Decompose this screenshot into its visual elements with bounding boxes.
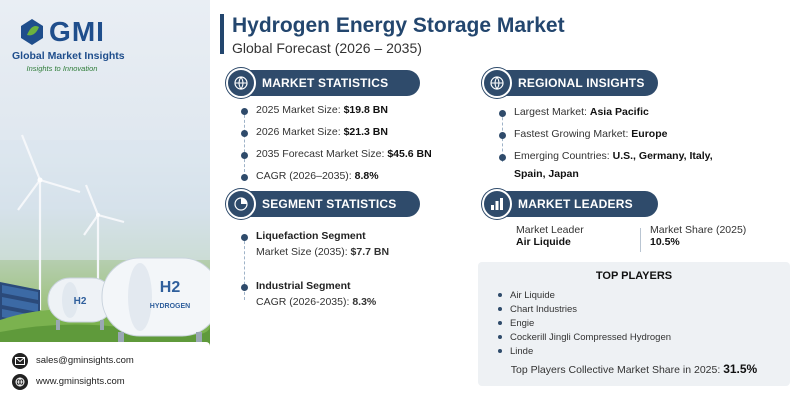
top-players-title: TOP PLAYERS	[595, 270, 673, 282]
large-hydrogen-tank	[101, 257, 210, 346]
stat-value-2035: $45.6 BN	[387, 148, 432, 160]
region-emerging-cont: Spain, Japan	[514, 168, 579, 180]
small-tank-label: H2	[74, 296, 87, 307]
brand-name: Global Market Insights	[12, 50, 125, 62]
region-largest: Largest Market: Asia Pacific	[498, 106, 788, 128]
market-statistics-list: 2025 Market Size: $19.8 BN 2026 Market S…	[240, 104, 480, 192]
stat-row-2025: 2025 Market Size: $19.8 BN	[240, 104, 480, 126]
page-title: Hydrogen Energy Storage Market	[232, 14, 565, 37]
market-statistics-heading: MARKET STATISTICS	[226, 68, 420, 98]
market-share-label: Market Share (2025)	[650, 224, 747, 236]
globe-icon	[482, 68, 512, 98]
region-fastest: Fastest Growing Market: Europe	[498, 128, 788, 150]
logo-wordmark: GMI	[49, 16, 105, 47]
leaders-divider	[640, 228, 641, 252]
title-accent-bar	[220, 14, 224, 54]
brand-logo[interactable]: GMI Global Market Insights Insights to I…	[12, 16, 125, 73]
contact-email[interactable]: sales@gminsights.com	[36, 355, 134, 366]
list-item: Cockerill Jingli Compressed Hydrogen	[498, 330, 671, 344]
segment-industrial-name: Industrial Segment	[240, 280, 470, 296]
market-statistics-title: MARKET STATISTICS	[262, 76, 389, 90]
stat-value-2025: $19.8 BN	[343, 104, 388, 116]
contact-box: sales@gminsights.com www.gminsights.com	[0, 342, 210, 400]
segment-industrial-value: CAGR (2026-2035): 8.3%	[256, 296, 377, 308]
stat-row-2026: 2026 Market Size: $21.3 BN	[240, 126, 480, 148]
segment-icon	[226, 189, 256, 219]
wind-turbine-icon	[17, 134, 125, 310]
market-leader-label: Market Leader	[516, 224, 584, 236]
segment-liquefaction-name: Liquefaction Segment	[240, 230, 470, 246]
email-icon	[12, 352, 28, 369]
brand-tagline: Insights to Innovation	[26, 64, 98, 73]
leaders-icon	[482, 189, 512, 219]
gmi-leaf-icon	[21, 19, 44, 45]
contact-website[interactable]: www.gminsights.com	[36, 376, 125, 387]
hero-panel: H2 H2 HYDROGEN GMI Global Market Insight…	[0, 0, 210, 400]
market-share-block: Market Share (2025) 10.5%	[650, 224, 746, 248]
top-players-share: Top Players Collective Market Share in 2…	[510, 362, 758, 376]
segment-statistics-heading: SEGMENT STATISTICS	[226, 189, 420, 219]
list-item: Linde	[498, 344, 671, 358]
stat-row-2035: 2035 Forecast Market Size: $45.6 BN	[240, 148, 480, 170]
regional-insights-heading: REGIONAL INSIGHTS	[482, 68, 658, 98]
chart-globe-icon	[226, 68, 256, 98]
web-icon	[12, 373, 28, 390]
large-tank-caption: HYDROGEN	[150, 303, 190, 310]
list-item: Engie	[498, 316, 671, 330]
segment-statistics-list: Liquefaction Segment Market Size (2035):…	[240, 230, 470, 312]
page-subtitle: Global Forecast (2026 – 2035)	[232, 40, 422, 56]
segment-statistics-title: SEGMENT STATISTICS	[262, 197, 397, 211]
list-item: Chart Industries	[498, 302, 671, 316]
contact-web-row[interactable]: www.gminsights.com	[12, 371, 198, 392]
region-emerging: Emerging Countries: U.S., Germany, Italy…	[498, 150, 788, 168]
top-players-box: TOP PLAYERS Air Liquide Chart Industries…	[478, 262, 790, 386]
stat-value-cagr: 8.8%	[354, 170, 379, 182]
list-item: Air Liquide	[498, 288, 671, 302]
market-leader-block: Market Leader Air Liquide	[516, 224, 584, 248]
stat-value-2026: $21.3 BN	[343, 126, 388, 138]
regional-insights-list: Largest Market: Asia Pacific Fastest Gro…	[498, 106, 788, 180]
market-share-value: 10.5%	[650, 236, 680, 248]
contact-email-row[interactable]: sales@gminsights.com	[12, 350, 198, 371]
top-players-list: Air Liquide Chart Industries Engie Cocke…	[498, 288, 671, 358]
market-leaders-heading: MARKET LEADERS	[482, 189, 658, 219]
segment-liquefaction-value: Market Size (2035): $7.7 BN	[256, 246, 390, 258]
regional-insights-title: REGIONAL INSIGHTS	[518, 76, 645, 90]
large-tank-label: H2	[160, 279, 181, 296]
market-leader-value: Air Liquide	[516, 236, 571, 248]
market-leaders-title: MARKET LEADERS	[518, 197, 633, 211]
stat-row-cagr: CAGR (2026–2035): 8.8%	[240, 170, 480, 192]
top-players-share-value: 31.5%	[723, 362, 758, 376]
